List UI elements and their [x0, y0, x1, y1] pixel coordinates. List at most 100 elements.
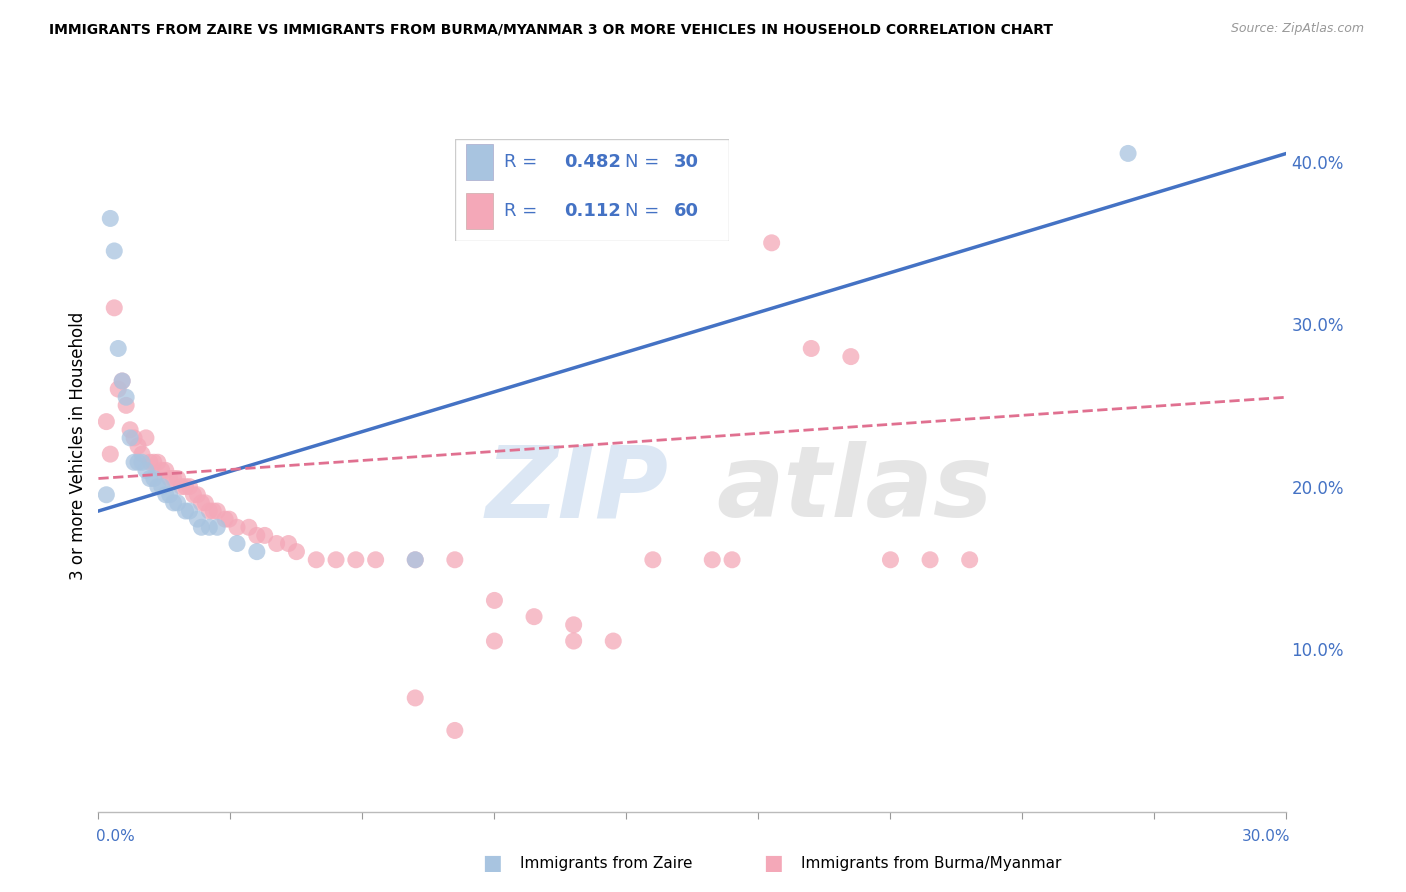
Point	[183, 488, 205, 502]
Point	[238, 520, 260, 534]
Text: Immigrants from Zaire: Immigrants from Zaire	[520, 856, 693, 871]
Point	[174, 504, 197, 518]
Point	[205, 504, 228, 518]
FancyBboxPatch shape	[456, 138, 728, 241]
Y-axis label: 3 or more Vehicles in Household: 3 or more Vehicles in Household	[69, 312, 87, 580]
Point	[98, 211, 121, 226]
Point	[146, 480, 169, 494]
Point	[266, 536, 288, 550]
Point	[111, 374, 134, 388]
Point	[920, 553, 942, 567]
Point	[404, 553, 426, 567]
Point	[205, 520, 228, 534]
Point	[194, 496, 217, 510]
Point	[103, 301, 125, 315]
Text: R =: R =	[505, 202, 548, 220]
Point	[879, 553, 901, 567]
Point	[186, 512, 208, 526]
Point	[120, 423, 142, 437]
Point	[761, 235, 783, 250]
Point	[159, 471, 181, 485]
Point	[484, 634, 506, 648]
Point	[198, 520, 221, 534]
Point	[404, 690, 426, 705]
Point	[166, 471, 188, 485]
Point	[702, 553, 724, 567]
Point	[131, 455, 153, 469]
Point	[305, 553, 328, 567]
Point	[562, 634, 585, 648]
Point	[404, 553, 426, 567]
Bar	[465, 144, 494, 179]
Text: Source: ZipAtlas.com: Source: ZipAtlas.com	[1230, 22, 1364, 36]
Point	[150, 480, 173, 494]
Point	[839, 350, 862, 364]
Point	[139, 455, 162, 469]
Point	[190, 496, 212, 510]
Point	[562, 617, 585, 632]
Text: atlas: atlas	[716, 442, 993, 539]
Point	[170, 480, 193, 494]
Bar	[465, 193, 494, 229]
Point	[1116, 146, 1139, 161]
Text: 0.482: 0.482	[565, 153, 621, 170]
Point	[107, 382, 129, 396]
Text: N =: N =	[624, 153, 665, 170]
Point	[139, 471, 162, 485]
Point	[163, 471, 186, 485]
Point	[163, 496, 186, 510]
Point	[159, 488, 181, 502]
Point	[120, 431, 142, 445]
Point	[218, 512, 240, 526]
Point	[150, 463, 173, 477]
Point	[155, 463, 177, 477]
Point	[285, 544, 308, 558]
Point	[115, 390, 138, 404]
Point	[641, 553, 664, 567]
Text: 30: 30	[675, 153, 699, 170]
Text: 60: 60	[675, 202, 699, 220]
Point	[484, 593, 506, 607]
Point	[111, 374, 134, 388]
Point	[107, 342, 129, 356]
Point	[142, 471, 165, 485]
Point	[115, 398, 138, 412]
Point	[166, 496, 188, 510]
Point	[226, 536, 249, 550]
Point	[721, 553, 744, 567]
Point	[155, 488, 177, 502]
Point	[277, 536, 299, 550]
Point	[103, 244, 125, 258]
Point	[146, 455, 169, 469]
Point	[681, 178, 703, 193]
Point	[122, 455, 145, 469]
Point	[246, 528, 269, 542]
Point	[198, 504, 221, 518]
Point	[344, 553, 367, 567]
Point	[325, 553, 347, 567]
Point	[226, 520, 249, 534]
Text: 0.112: 0.112	[565, 202, 621, 220]
Point	[135, 463, 157, 477]
Point	[800, 342, 823, 356]
Text: N =: N =	[624, 202, 665, 220]
Point	[131, 447, 153, 461]
Point	[202, 504, 225, 518]
Point	[246, 544, 269, 558]
Text: ■: ■	[482, 854, 502, 873]
Text: R =: R =	[505, 153, 543, 170]
Text: 0.0%: 0.0%	[96, 830, 135, 844]
Point	[364, 553, 387, 567]
Point	[214, 512, 236, 526]
Point	[444, 553, 467, 567]
Point	[142, 455, 165, 469]
Point	[186, 488, 208, 502]
Text: 30.0%: 30.0%	[1243, 830, 1291, 844]
Point	[959, 553, 981, 567]
Point	[253, 528, 276, 542]
Point	[179, 480, 201, 494]
Point	[135, 431, 157, 445]
Point	[96, 488, 118, 502]
Point	[444, 723, 467, 738]
Point	[96, 415, 118, 429]
